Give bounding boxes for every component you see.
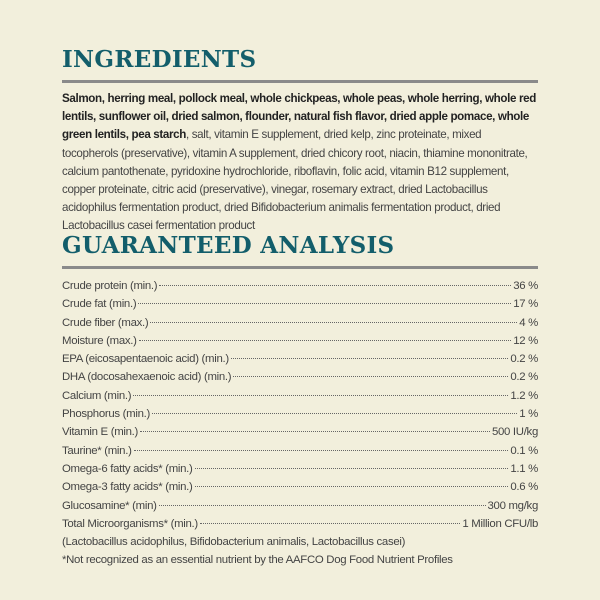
analysis-row: Crude protein (min.) 36 % [62, 277, 538, 295]
ingredients-list: Salmon, herring meal, pollock meal, whol… [62, 90, 538, 236]
nutrient-value: 1 Million CFU/lb [462, 517, 538, 530]
dot-leader [233, 376, 509, 378]
ingredients-section: INGREDIENTS Salmon, herring meal, polloc… [62, 46, 538, 236]
divider [62, 80, 538, 83]
analysis-row: Phosphorus (min.) 1 % [62, 405, 538, 423]
nutrient-label: Calcium (min.) [62, 389, 132, 402]
nutrient-label: Crude protein (min.) [62, 280, 158, 292]
analysis-row: Glucosamine* (min) 300 mg/kg [62, 497, 538, 515]
nutrient-label: Crude fat (min.) [62, 298, 137, 311]
nutrient-value: 1 % [519, 408, 538, 421]
dot-leader [138, 303, 512, 305]
analysis-title: GUARANTEED ANALYSIS [62, 232, 395, 259]
nutrient-value: 1.1 % [510, 462, 538, 475]
analysis-row: Crude fiber (max.) 4 % [62, 314, 538, 332]
nutrient-label: Vitamin E (min.) [62, 426, 139, 439]
dot-leader [194, 486, 509, 488]
dot-leader [133, 449, 509, 451]
nutrient-value: 0.1 % [510, 444, 538, 457]
analysis-row: Moisture (max.) 12 % [62, 332, 538, 350]
analysis-section: GUARANTEED ANALYSIS Crude protein (min.)… [62, 232, 538, 570]
analysis-row: Omega-6 fatty acids* (min.) 1.1 % [62, 460, 538, 478]
nutrient-label: Phosphorus (min.) [62, 408, 150, 421]
divider [62, 266, 538, 269]
analysis-row: Calcium (min.) 1.2 % [62, 387, 538, 405]
nutrient-label: Crude fiber (max.) [62, 316, 149, 329]
ingredients-minor: , salt, vitamin E supplement, dried kelp… [62, 128, 528, 233]
nutrient-value: 300 mg/kg [487, 499, 539, 512]
dot-leader [194, 467, 509, 469]
dot-leader [158, 504, 486, 506]
nutrient-label: Omega-3 fatty acids* (min.) [62, 481, 193, 494]
dot-leader [140, 431, 490, 433]
nutrient-value: 0.2 % [510, 353, 538, 366]
analysis-row: Crude fat (min.) 17 % [62, 295, 538, 313]
dot-leader [133, 394, 509, 396]
nutrient-value: 17 % [513, 298, 538, 311]
analysis-row: Omega-3 fatty acids* (min.) 0.6 % [62, 478, 538, 496]
dot-leader [150, 321, 518, 323]
nutrient-label: Omega-6 fatty acids* (min.) [62, 462, 193, 475]
dot-leader [138, 339, 512, 341]
footnote: *Not recognized as an essential nutrient… [62, 554, 453, 567]
nutrient-value: 4 % [519, 316, 538, 329]
ingredients-title: INGREDIENTS [62, 46, 257, 73]
nutrient-value: 500 IU/kg [491, 426, 538, 439]
ingredients-main: Salmon, herring meal, pollock meal, whol… [62, 92, 536, 142]
analysis-row: Total Microorganisms* (min.) 1 Million CF… [62, 515, 538, 533]
analysis-row: Vitamin E (min.) 500 IU/kg [62, 423, 538, 441]
nutrient-label: DHA (docosahexaenoic acid) (min.) [62, 371, 232, 384]
nutrient-label: Taurine* (min.) [62, 444, 132, 457]
analysis-row: Taurine* (min.) 0.1 % [62, 442, 538, 460]
nutrient-value: 0.6 % [510, 481, 538, 494]
analysis-table: Crude protein (min.) 36 % Crude fat (min.)… [62, 277, 538, 533]
nutrient-value: 0.2 % [510, 371, 538, 384]
dot-leader [199, 522, 461, 524]
dot-leader [230, 358, 509, 360]
nutrient-value: 36 % [513, 280, 538, 292]
nutrient-label: Total Microorganisms* (min.) [62, 517, 198, 530]
nutrient-label: Moisture (max.) [62, 334, 137, 347]
dot-leader [151, 413, 518, 415]
nutrient-value: 12 % [513, 334, 538, 347]
microorganisms-note: (Lactobacillus acidophilus, Bifidobacter… [62, 536, 406, 549]
analysis-row: DHA (docosahexaenoic acid) (min.) 0.2 % [62, 368, 538, 386]
nutrient-label: Glucosamine* (min) [62, 499, 157, 512]
nutrient-label: EPA (eicosapentaenoic acid) (min.) [62, 353, 229, 366]
dot-leader [159, 285, 512, 286]
analysis-row: EPA (eicosapentaenoic acid) (min.) 0.2 % [62, 350, 538, 368]
nutrient-value: 1.2 % [510, 389, 538, 402]
